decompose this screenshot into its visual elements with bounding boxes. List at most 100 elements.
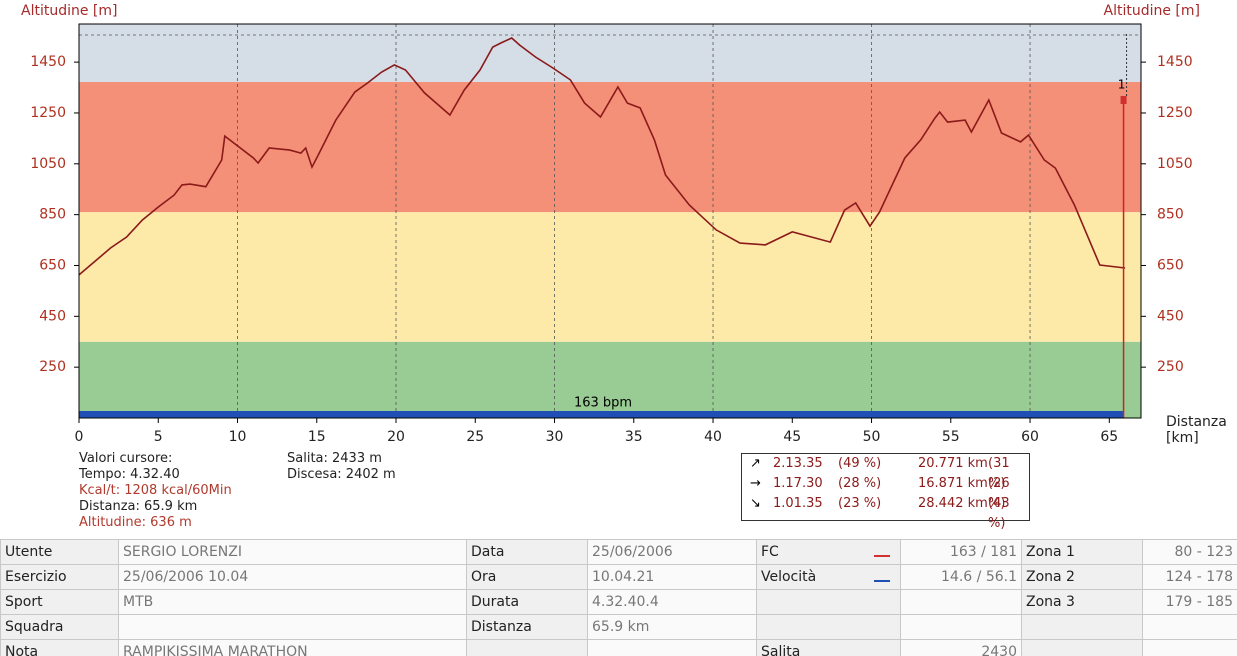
cell-text: 65.9 km [592,619,650,635]
zone-band [79,81,1141,213]
table-cell: 124 - 178 [1142,564,1237,590]
table-cell: Zona 1 [1021,539,1143,565]
laps-box: ↗ 2.13.35 (49 %) 20.771 km (31 %) → 1.17.30 (28… [741,453,1030,531]
y2-tick-label: 250 [1157,359,1184,375]
zone-band [79,341,1141,418]
cell-text: Utente [5,544,53,560]
cell-text: Velocità [761,569,817,585]
y-tick-label: 650 [39,257,66,273]
lap-cell: (31 %) [988,456,1010,491]
cell-text: Zona 1 [1026,544,1075,560]
x-tick-label: 65 [1100,429,1118,445]
lap-cell: (23 %) [838,496,882,511]
y2-tick-label: 450 [1157,308,1184,324]
hr-bar-label: 163 bpm [574,396,632,411]
lap-cell: 20.771 km [918,456,988,471]
table-cell: FC [756,539,901,565]
cell-text: Salita [761,644,801,656]
table-cell: Durata [466,589,588,615]
lap-cell: (43 %) [988,496,1010,531]
lap-icon: ↘ [750,496,761,511]
x-tick-label: 50 [863,429,881,445]
cursor-title: Valori cursore: [79,451,173,466]
table-cell: 14.6 / 56.1 [900,564,1022,590]
altitude-line [78,37,1126,276]
legend-swatch [874,555,890,557]
table-cell: Nota [0,639,119,656]
chart: Altitudine [m] Altitudine [m] 0 5 10 15 20 25… [21,3,1200,445]
table-cell [756,589,901,615]
lap-icon: ↗ [750,456,761,471]
zone-band [79,212,1141,342]
lap-cell: 1.01.35 [773,496,823,511]
lap-cell: (28 %) [838,476,882,491]
table-cell: Zona 3 [1021,589,1143,615]
cell-text: 25/06/2006 [592,544,673,560]
cell-text: FC [761,544,779,560]
cell-text: Squadra [5,619,64,635]
plot-frame [78,23,1142,419]
table-cell [587,639,757,656]
table-cell [756,614,901,640]
hr-bar [79,411,1124,418]
y2-tick-label: 1250 [1157,105,1193,121]
x-tick-label: 60 [1021,429,1039,445]
cell-text: 163 / 181 [949,544,1017,560]
table-row: Utente SERGIO LORENZI Data 25/06/2006 FC 163 … [0,539,1237,565]
y2-tick-label: 650 [1157,257,1184,273]
table-cell: Distanza [466,614,588,640]
cell-text: 124 - 178 [1165,569,1233,585]
table-cell: Ora [466,564,588,590]
y-tick-label: 850 [39,207,66,223]
table-cell: Velocità [756,564,901,590]
salita: Salita: 2433 m [287,451,382,466]
table-cell [1021,639,1143,656]
table-cell: Zona 2 [1021,564,1143,590]
table-cell [1142,614,1237,640]
lap-row: ↗ 2.13.35 (49 %) 20.771 km (31 %) [742,454,1029,491]
x-tick-label: 20 [387,429,405,445]
lap-icon: → [750,476,761,491]
table-cell: Esercizio [0,564,119,590]
cell-text: Nota [5,644,39,656]
cell-text: SERGIO LORENZI [123,544,242,560]
y-tick-label: 450 [39,308,66,324]
table-cell [1142,639,1237,656]
cell-text: 80 - 123 [1174,544,1234,560]
table-cell [118,614,467,640]
zone-band [79,24,1141,82]
cell-text: RAMPIKISSIMA MARATHON [123,644,308,656]
table-cell: 163 / 181 [900,539,1022,565]
discesa: Discesa: 2402 m [287,467,396,482]
cursor-altitudine: Altitudine: 636 m [79,515,192,530]
lap-cell: (49 %) [838,456,882,471]
table-cell: Squadra [0,614,119,640]
table-cell: Sport [0,589,119,615]
x-tick-label: 25 [466,429,484,445]
x-tick-label: 15 [308,429,326,445]
table-cell: 4.32.40.4 [587,589,757,615]
table: Utente SERGIO LORENZI Data 25/06/2006 FC 163 … [0,539,1237,656]
cell-text: Esercizio [5,569,67,585]
lap-cell: 28.442 km [918,496,988,511]
y-tick-label: 250 [39,359,66,375]
cell-text: MTB [123,594,154,610]
table-cell: Data [466,539,588,565]
x-axis-title: Distanza [km] [1166,414,1227,446]
cursor-kcal: Kcal/t: 1208 kcal/60Min [79,483,232,498]
table-cell: MTB [118,589,467,615]
cursor-distanza: Distanza: 65.9 km [79,499,198,514]
table-cell: 65.9 km [587,614,757,640]
x-tick-label: 40 [704,429,722,445]
table-cell [466,639,588,656]
y-axis-title: Altitudine [m] [21,3,117,19]
table-row: Sport MTB Durata 4.32.40.4 Zona 3 179 - 185 [0,589,1237,615]
cursor-label: 1 [1118,78,1126,92]
cell-text: Zona 2 [1026,569,1075,585]
table-cell [1021,614,1143,640]
table-cell: SERGIO LORENZI [118,539,467,565]
y-tick-label: 1450 [30,54,66,70]
cell-text: 25/06/2006 10.04 [123,569,249,585]
table-cell: RAMPIKISSIMA MARATHON [118,639,467,656]
summary-table: Utente SERGIO LORENZI Data 25/06/2006 FC 163 … [0,539,1237,656]
